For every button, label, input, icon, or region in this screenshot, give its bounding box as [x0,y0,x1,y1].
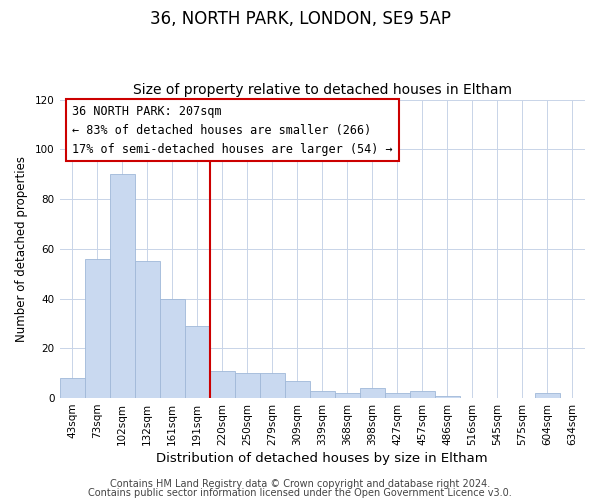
Text: 36, NORTH PARK, LONDON, SE9 5AP: 36, NORTH PARK, LONDON, SE9 5AP [149,10,451,28]
Bar [360,388,385,398]
Bar [160,298,185,398]
Text: Contains HM Land Registry data © Crown copyright and database right 2024.: Contains HM Land Registry data © Crown c… [110,479,490,489]
Bar [260,373,285,398]
Y-axis label: Number of detached properties: Number of detached properties [15,156,28,342]
Bar [310,390,335,398]
Bar [110,174,134,398]
Bar [185,326,209,398]
Bar [59,378,85,398]
Bar [410,390,435,398]
Bar [535,393,560,398]
Bar [209,370,235,398]
Bar [435,396,460,398]
Bar [85,259,110,398]
Text: Contains public sector information licensed under the Open Government Licence v3: Contains public sector information licen… [88,488,512,498]
Bar [134,262,160,398]
Bar [235,373,260,398]
Bar [285,380,310,398]
Title: Size of property relative to detached houses in Eltham: Size of property relative to detached ho… [133,83,512,97]
Bar [335,393,360,398]
X-axis label: Distribution of detached houses by size in Eltham: Distribution of detached houses by size … [157,452,488,465]
Bar [385,393,410,398]
Text: 36 NORTH PARK: 207sqm
← 83% of detached houses are smaller (266)
17% of semi-det: 36 NORTH PARK: 207sqm ← 83% of detached … [72,104,392,156]
